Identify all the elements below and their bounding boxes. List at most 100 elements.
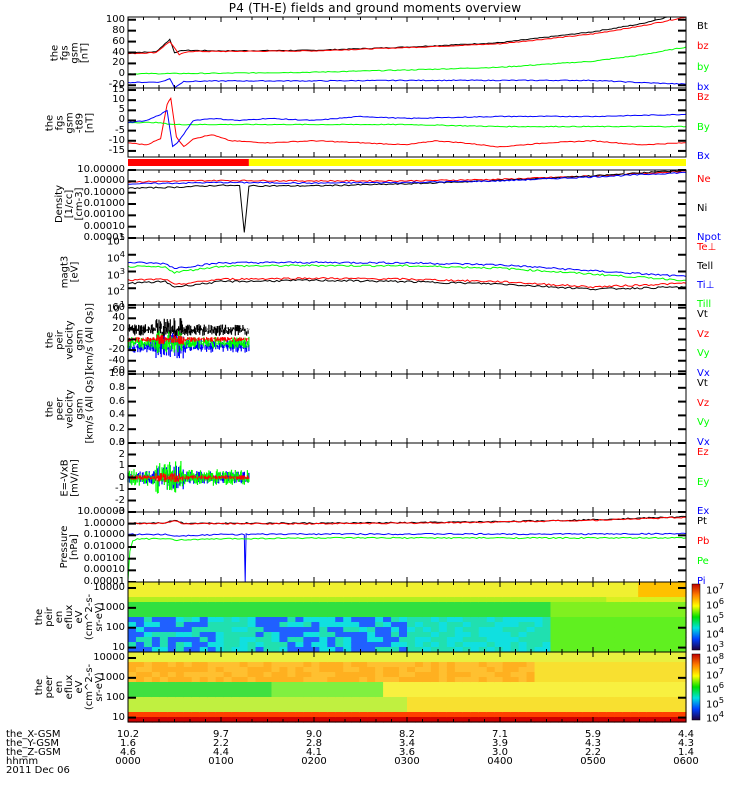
heatmap-cell	[279, 647, 289, 653]
heatmap-cell	[526, 592, 536, 598]
heatmap-cell	[231, 672, 241, 678]
heatmap-cell	[303, 652, 312, 658]
heatmap-cell	[255, 692, 265, 698]
heatmap-cell	[375, 682, 384, 688]
heatmap-cell	[215, 707, 225, 713]
heatmap-cell	[534, 717, 544, 723]
heatmap-cell	[486, 607, 496, 613]
heatmap-cell	[383, 682, 392, 688]
heatmap-cell	[566, 677, 575, 683]
heatmap-cell	[678, 692, 687, 698]
heatmap-cell	[303, 662, 312, 668]
y-tick-label: 10000	[93, 651, 125, 663]
heatmap-cell	[438, 652, 448, 658]
heatmap-cell	[239, 637, 249, 643]
heatmap-cell	[454, 692, 464, 698]
heatmap-cell	[399, 637, 408, 643]
heatmap-cell	[383, 697, 392, 703]
heatmap-cell	[590, 622, 599, 628]
heatmap-cell	[183, 717, 193, 723]
heatmap-cell	[598, 702, 607, 708]
heatmap-cell	[518, 662, 528, 668]
bottom-axis-value: 3.4	[399, 738, 415, 749]
heatmap-cell	[478, 602, 488, 608]
heatmap-cell	[367, 637, 376, 643]
y-axis-label: Density [1/cc] [cm-3]	[54, 184, 85, 224]
heatmap-cell	[486, 702, 496, 708]
bottom-axis-value: 10.2	[116, 729, 140, 740]
heatmap-cell	[414, 627, 424, 633]
heatmap-cell	[191, 617, 201, 623]
heatmap-cell	[534, 637, 544, 643]
heatmap-cell	[128, 702, 137, 708]
heatmap-cell	[303, 647, 312, 653]
heatmap-cell	[159, 592, 169, 598]
heatmap-cell	[494, 712, 504, 718]
heatmap-cell	[351, 627, 360, 633]
y-axis-label: the peir velocity gsm [km/s (All Qs)]	[44, 302, 95, 374]
heatmap-cell	[151, 697, 161, 703]
heatmap-cell	[534, 697, 544, 703]
heatmap-cell	[526, 677, 536, 683]
heatmap-cell	[247, 682, 257, 688]
heatmap-cell	[223, 607, 233, 613]
heatmap-cell	[128, 682, 137, 688]
heatmap-cell	[446, 667, 456, 673]
heatmap-cell	[407, 662, 416, 668]
heatmap-cell	[167, 602, 177, 608]
heatmap-cell	[271, 597, 281, 603]
y-axis-label: Pressure [nPa]	[59, 525, 80, 569]
bottom-axis-value: 0600	[673, 756, 699, 767]
heatmap-cell	[502, 592, 512, 598]
heatmap-cell	[430, 642, 440, 648]
heatmap-cell	[135, 612, 145, 618]
heatmap-cell	[430, 697, 440, 703]
heatmap-cell	[295, 677, 304, 683]
heatmap-cell	[183, 592, 193, 598]
series-line-Bx	[127, 109, 687, 148]
heatmap-cell	[502, 652, 512, 658]
heatmap-cell	[279, 702, 289, 708]
heatmap-cell	[422, 647, 432, 653]
heatmap-cell	[526, 607, 536, 613]
heatmap-cell	[247, 632, 257, 638]
y-tick-label: -3	[115, 506, 125, 517]
heatmap-cell	[574, 612, 583, 618]
heatmap-cell	[414, 597, 424, 603]
heatmap-cell	[279, 632, 289, 638]
heatmap-cell	[367, 662, 376, 668]
heatmap-cell	[167, 662, 177, 668]
y-tick-label: 0.10000	[83, 186, 125, 198]
heatmap-cell	[534, 622, 544, 628]
heatmap-cell	[207, 652, 217, 658]
heatmap-cell	[255, 612, 265, 618]
heatmap-cell	[255, 677, 265, 683]
legend-entry: Till	[697, 299, 712, 310]
heatmap-cell	[399, 707, 408, 713]
heatmap-cell	[343, 717, 352, 723]
heatmap-cell	[470, 622, 480, 628]
heatmap-cell	[478, 632, 488, 638]
heatmap-cell	[574, 627, 583, 633]
y-tick-label: 0.00010	[83, 564, 125, 576]
heatmap-cell	[287, 667, 296, 673]
heatmap-cell	[446, 717, 456, 723]
heatmap-cell	[183, 697, 193, 703]
panel-frame	[127, 16, 687, 89]
heatmap-cell	[430, 692, 440, 698]
heatmap-cell	[430, 702, 440, 708]
heatmap-cell	[128, 687, 137, 693]
heatmap-cell	[638, 657, 647, 663]
heatmap-cell	[622, 692, 631, 698]
heatmap-cell	[383, 702, 392, 708]
heatmap-cell	[414, 662, 424, 668]
series-line-by	[127, 46, 687, 75]
heatmap-cell	[391, 667, 400, 673]
heatmap-cell	[143, 692, 153, 698]
heatmap-cell	[582, 607, 591, 613]
heatmap-cell	[550, 632, 560, 638]
heatmap-cell	[319, 657, 328, 663]
heatmap-cell	[271, 692, 281, 698]
heatmap-cell	[167, 712, 177, 718]
heatmap-cell	[678, 702, 687, 708]
